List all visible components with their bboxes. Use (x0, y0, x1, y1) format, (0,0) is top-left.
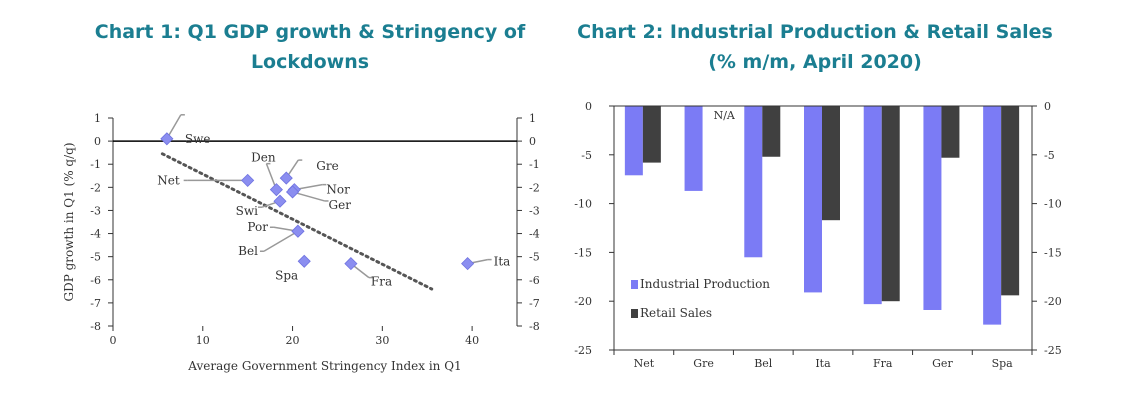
y-tick-label-left: -2 (90, 181, 101, 194)
y-tick-label-right: -15 (1044, 246, 1062, 259)
y-tick-label-right: -3 (529, 204, 540, 217)
x-tick-label: Bel (754, 357, 773, 370)
y-tick-label-left: -15 (574, 246, 592, 259)
y-axis-title: GDP growth in Q1 (% q/q) (62, 142, 76, 301)
y-tick-label-right: -5 (1044, 149, 1055, 162)
point-label: Spa (275, 268, 298, 282)
y-tick-label-right: -10 (1044, 198, 1062, 211)
point-label: Bel (238, 244, 258, 258)
y-tick-label-right: -25 (1044, 344, 1062, 357)
y-tick-label-left: 1 (94, 112, 101, 125)
data-point-net (241, 173, 255, 187)
x-tick-label: 30 (375, 334, 389, 347)
x-axis-title: Average Government Stringency Index in Q… (187, 359, 461, 373)
legend-swatch (631, 280, 638, 289)
point-leader-line (292, 191, 325, 202)
x-tick-label: 0 (110, 334, 117, 347)
point-label: Den (251, 151, 276, 165)
trend-line (160, 152, 434, 291)
bar-industrial-production-bel (744, 106, 763, 258)
chart2-title-line1: Chart 2: Industrial Production & Retail … (577, 21, 1053, 43)
y-tick-label-left: -1 (90, 158, 101, 171)
bar-retail-sales-fra (881, 106, 900, 302)
y-tick-label-right: -8 (529, 320, 540, 333)
point-label: Fra (371, 275, 392, 289)
data-point-swi (273, 194, 287, 208)
data-point-swe (160, 132, 174, 146)
x-tick-label: 10 (196, 334, 210, 347)
chart2-title: Chart 2: Industrial Production & Retail … (575, 17, 1055, 77)
y-tick-label-left: -7 (90, 297, 101, 310)
x-tick-label: 40 (465, 334, 479, 347)
point-label: Gre (316, 159, 338, 173)
data-point-ger (285, 185, 300, 199)
bar-industrial-production-gre (684, 106, 703, 191)
bar-industrial-production-spa (983, 106, 1002, 325)
x-tick-label: 20 (286, 334, 300, 347)
y-tick-label-right: 0 (529, 135, 536, 148)
bar-retail-sales-ger (941, 106, 960, 158)
y-tick-label-right: -6 (529, 274, 540, 287)
bar-industrial-production-net (624, 106, 643, 176)
data-point-spa (297, 254, 311, 268)
point-label: Swi (236, 204, 258, 218)
bar-retail-sales-ita (822, 106, 840, 221)
bar-retail-sales-net (642, 106, 661, 163)
y-tick-label-left: -10 (574, 198, 592, 211)
chart2-title-line2: (% m/m, April 2020) (708, 51, 922, 73)
chart1-title: Chart 1: Q1 GDP growth & Stringency of L… (80, 17, 540, 77)
scatter-chart: 1 10 0-1 -1-2 -2-3 -3-4 -4-5 -5-6 -6-7 -7-8 -80 10 2… (62, 112, 540, 373)
legend-label: Retail Sales (640, 306, 712, 320)
legend-swatch (631, 309, 638, 318)
chart1-title-line1: Chart 1: Q1 GDP growth & Stringency of (94, 21, 526, 43)
point-label: Por (247, 220, 268, 234)
point-label: Ita (494, 255, 511, 269)
y-tick-label-left: 0 (94, 135, 101, 148)
x-tick-label: Ger (932, 357, 953, 370)
point-label: Net (157, 173, 180, 187)
point-leader-line (263, 230, 299, 252)
y-tick-label-right: -20 (1044, 295, 1062, 308)
y-tick-label-left: -6 (90, 274, 101, 287)
data-point-gre (279, 171, 293, 185)
data-point-fra (344, 257, 358, 271)
legend-label: Industrial Production (640, 277, 770, 291)
na-annotation: N/A (714, 109, 736, 122)
x-tick-label: Net (634, 357, 655, 370)
y-tick-label-left: -5 (581, 149, 592, 162)
chart1-title-line2: Lockdowns (250, 51, 370, 73)
y-tick-label-right: 1 (529, 112, 536, 125)
x-tick-label: Gre (693, 357, 714, 370)
x-tick-label: Ita (815, 357, 831, 370)
y-tick-label-left: -3 (90, 204, 101, 217)
point-label: Swe (185, 132, 211, 146)
bar-industrial-production-ita (804, 106, 822, 293)
y-tick-label-left: -4 (90, 228, 101, 241)
y-tick-label-right: -2 (529, 181, 540, 194)
data-point-den (269, 183, 283, 197)
y-tick-label-left: 0 (585, 100, 592, 113)
bar-retail-sales-bel (762, 106, 781, 157)
point-label: Nor (326, 183, 350, 197)
data-point-bel (291, 224, 305, 238)
point-label: Ger (329, 198, 352, 212)
data-point-ita (461, 257, 475, 271)
bar-retail-sales-spa (1001, 106, 1020, 296)
y-tick-label-left: -25 (574, 344, 592, 357)
bar-industrial-production-fra (863, 106, 882, 305)
x-tick-label: Fra (873, 357, 893, 370)
x-tick-label: Spa (992, 357, 1014, 370)
y-tick-label-left: -5 (90, 251, 101, 264)
y-tick-label-right: -1 (529, 158, 540, 171)
y-tick-label-right: -5 (529, 251, 540, 264)
bar-industrial-production-ger (923, 106, 942, 310)
y-tick-label-left: -8 (90, 320, 101, 333)
y-tick-label-right: 0 (1044, 100, 1051, 113)
y-tick-label-right: -4 (529, 228, 540, 241)
y-tick-label-right: -7 (529, 297, 540, 310)
y-tick-label-left: -20 (574, 295, 592, 308)
